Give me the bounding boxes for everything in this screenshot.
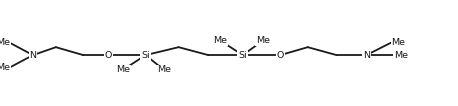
Text: Me: Me (213, 36, 227, 45)
Text: Me: Me (0, 38, 10, 47)
Text: O: O (277, 51, 284, 60)
Text: Si: Si (142, 51, 150, 60)
Text: N: N (363, 51, 370, 60)
Text: Me: Me (256, 36, 270, 45)
Text: Si: Si (239, 51, 247, 60)
Text: Me: Me (0, 63, 10, 72)
Text: Me: Me (394, 51, 408, 60)
Text: Me: Me (157, 66, 171, 74)
Text: Me: Me (392, 38, 406, 47)
Text: O: O (105, 51, 112, 60)
Text: Me: Me (116, 66, 130, 74)
Text: N: N (29, 51, 37, 60)
